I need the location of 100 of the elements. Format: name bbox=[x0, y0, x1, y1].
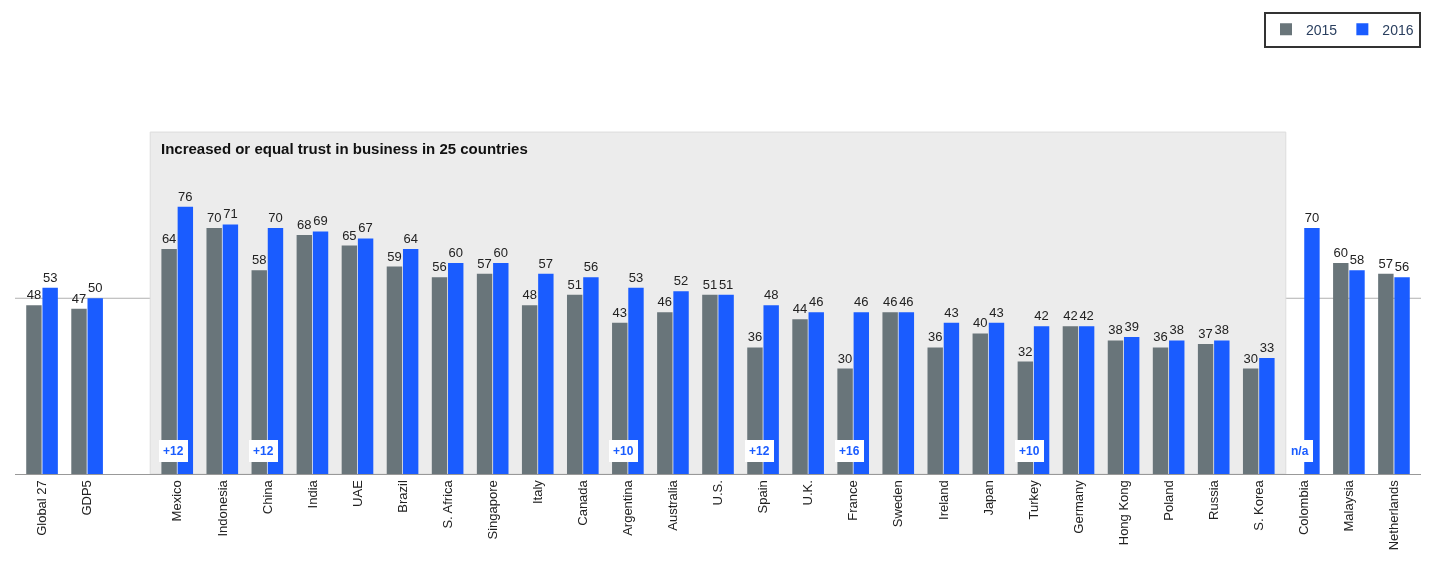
bar bbox=[882, 312, 898, 474]
bar bbox=[898, 312, 915, 474]
bar bbox=[476, 273, 493, 474]
data-label: 51 bbox=[702, 276, 718, 292]
data-label: 70 bbox=[268, 209, 283, 225]
x-tick-label: U.K. bbox=[800, 480, 816, 506]
bar bbox=[26, 305, 42, 474]
x-tick-label: Russia bbox=[1205, 479, 1221, 520]
x-tick-label: Canada bbox=[575, 479, 591, 526]
data-label: 58 bbox=[252, 252, 267, 268]
x-tick-label: Sweden bbox=[890, 480, 906, 528]
bar bbox=[1333, 263, 1349, 474]
data-label: 33 bbox=[1259, 340, 1275, 355]
bar bbox=[1378, 273, 1394, 474]
data-label: 36 bbox=[747, 329, 763, 345]
bar bbox=[566, 294, 583, 474]
data-label: 52 bbox=[673, 273, 689, 289]
data-label: 65 bbox=[342, 227, 357, 243]
data-label: 48 bbox=[26, 287, 42, 303]
data-label: 32 bbox=[1018, 343, 1033, 359]
x-tick-label: Global 27 bbox=[34, 480, 50, 536]
data-label: 46 bbox=[657, 294, 673, 310]
x-tick-label: Argentina bbox=[620, 479, 636, 536]
bar bbox=[402, 249, 419, 474]
x-tick-label: Poland bbox=[1160, 480, 1176, 521]
data-label: 71 bbox=[223, 206, 238, 222]
band-label: Increased or equal trust in business in 25 countries bbox=[161, 140, 528, 157]
data-label: 53 bbox=[42, 269, 58, 285]
x-tick-label: Colombia bbox=[1296, 479, 1312, 536]
bar bbox=[87, 298, 103, 474]
bar bbox=[386, 266, 403, 474]
data-label: 38 bbox=[1108, 322, 1123, 338]
x-tick-label: S. Africa bbox=[439, 479, 455, 529]
data-label: 40 bbox=[973, 315, 988, 331]
x-tick-label: Hong Kong bbox=[1115, 480, 1131, 546]
bar bbox=[988, 322, 1005, 474]
data-label: 59 bbox=[387, 248, 402, 264]
data-label: 42 bbox=[1079, 308, 1094, 324]
x-tick-label: Ireland bbox=[935, 480, 951, 520]
data-label: 67 bbox=[358, 220, 373, 236]
bar bbox=[296, 234, 313, 474]
data-label: 56 bbox=[432, 259, 447, 275]
bar bbox=[1242, 368, 1259, 474]
x-tick-label: Malaysia bbox=[1341, 479, 1357, 532]
data-label: 51 bbox=[718, 276, 734, 292]
bar bbox=[222, 224, 239, 474]
data-label: 47 bbox=[71, 290, 87, 306]
bar bbox=[673, 291, 689, 474]
bar bbox=[1169, 340, 1185, 474]
x-tick-label: France bbox=[845, 480, 861, 521]
bar bbox=[357, 238, 374, 474]
bar bbox=[702, 294, 718, 474]
x-tick-label: Singapore bbox=[484, 480, 500, 540]
data-label: 76 bbox=[178, 188, 193, 204]
legend-label: 2016 bbox=[1382, 21, 1414, 38]
annotation: +12 bbox=[163, 444, 184, 458]
data-label: 56 bbox=[583, 259, 599, 275]
data-label: 46 bbox=[809, 294, 824, 310]
x-tick-label: Italy bbox=[529, 479, 545, 505]
bar bbox=[808, 312, 824, 474]
data-label: 36 bbox=[927, 329, 943, 345]
bar bbox=[312, 231, 329, 474]
annotation: +10 bbox=[1019, 444, 1040, 458]
annotation: +16 bbox=[839, 444, 860, 458]
bar bbox=[206, 227, 222, 474]
data-label: 30 bbox=[1243, 350, 1258, 366]
x-tick-label: U.S. bbox=[710, 480, 726, 506]
bar bbox=[341, 245, 358, 474]
data-label: 64 bbox=[161, 231, 177, 247]
legend-label: 2015 bbox=[1306, 21, 1338, 38]
data-label: 30 bbox=[837, 350, 853, 366]
x-tick-label: Japan bbox=[980, 480, 996, 516]
bar bbox=[1394, 277, 1410, 474]
data-label: 43 bbox=[944, 304, 959, 320]
data-label: 51 bbox=[567, 276, 582, 292]
annotation: n/a bbox=[1291, 444, 1309, 458]
bar bbox=[1062, 326, 1079, 474]
data-label: 60 bbox=[493, 245, 509, 261]
data-label: 57 bbox=[538, 255, 554, 271]
bar bbox=[657, 312, 673, 474]
bar bbox=[792, 319, 808, 474]
data-label: 70 bbox=[206, 209, 222, 225]
data-label: 37 bbox=[1198, 325, 1213, 341]
bar bbox=[538, 273, 554, 474]
data-label: 46 bbox=[854, 294, 869, 310]
data-label: 60 bbox=[1333, 245, 1349, 261]
annotation: +12 bbox=[253, 444, 274, 458]
bar bbox=[943, 322, 960, 474]
data-label: 56 bbox=[1394, 259, 1410, 275]
bar bbox=[972, 333, 988, 474]
x-tick-label: Australia bbox=[665, 479, 681, 531]
data-label: 46 bbox=[882, 294, 898, 310]
bar bbox=[1078, 326, 1095, 474]
data-label: 57 bbox=[1378, 255, 1394, 271]
data-label: 64 bbox=[403, 231, 418, 247]
data-label: 44 bbox=[792, 301, 808, 317]
bar bbox=[1123, 336, 1140, 474]
bar bbox=[493, 263, 509, 474]
annotation: +10 bbox=[613, 444, 634, 458]
bar bbox=[1107, 340, 1124, 474]
